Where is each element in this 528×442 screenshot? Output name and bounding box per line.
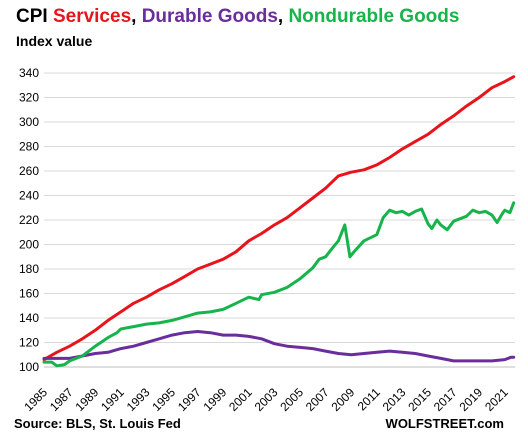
x-tick-2011: 2011 xyxy=(355,385,383,413)
x-tick-2019: 2019 xyxy=(457,385,486,414)
y-tick-100: 100 xyxy=(19,360,39,374)
y-tick-300: 300 xyxy=(19,115,39,129)
y-tick-280: 280 xyxy=(19,140,39,154)
brand-label: WOLFSTREET.com xyxy=(385,416,504,431)
chart-title: CPI Services, Durable Goods, Nondurable … xyxy=(16,6,459,28)
y-tick-320: 320 xyxy=(19,91,39,105)
x-tick-1985: 1985 xyxy=(21,385,50,414)
y-tick-200: 200 xyxy=(19,238,39,252)
x-tick-2009: 2009 xyxy=(329,385,358,414)
series-line-nondurable-goods xyxy=(42,201,516,368)
y-tick-labels: 100 120 140 160 180 200 220 240 260 280 300 320 340 xyxy=(19,66,39,374)
x-tick-2007: 2007 xyxy=(303,385,332,414)
x-tick-2005: 2005 xyxy=(277,385,306,414)
x-tick-1991: 1991 xyxy=(98,385,127,414)
series-line-services xyxy=(42,75,516,362)
title-nondurable: Nondurable Goods xyxy=(288,6,460,27)
x-tick-1987: 1987 xyxy=(47,385,76,414)
y-axis-subtitle: Index value xyxy=(16,33,93,49)
x-tick-2021: 2021 xyxy=(482,385,511,414)
x-tick-2003: 2003 xyxy=(252,385,281,414)
x-tick-1993: 1993 xyxy=(124,385,153,414)
y-tick-340: 340 xyxy=(19,66,39,80)
y-tick-260: 260 xyxy=(19,164,39,178)
title-sep-2: , xyxy=(277,6,289,27)
x-tick-1999: 1999 xyxy=(201,385,230,414)
y-tick-180: 180 xyxy=(19,262,39,276)
title-prefix: CPI xyxy=(16,6,53,27)
x-tick-2015: 2015 xyxy=(405,385,434,414)
x-tick-1989: 1989 xyxy=(73,385,102,414)
series-line-durable-goods xyxy=(42,330,516,363)
title-services: Services xyxy=(52,6,132,27)
y-tick-140: 140 xyxy=(19,311,39,325)
title-durable: Durable Goods xyxy=(141,6,278,27)
gridlines xyxy=(44,72,515,368)
x-tick-1995: 1995 xyxy=(149,385,178,414)
y-tick-120: 120 xyxy=(19,336,39,350)
source-note: Source: BLS, St. Louis Fed xyxy=(14,416,181,431)
x-tick-labels: 1985198719891991199319951997199920012003… xyxy=(21,385,511,414)
y-tick-220: 220 xyxy=(19,213,39,227)
x-tick-2017: 2017 xyxy=(431,385,460,414)
series-lines xyxy=(42,75,516,368)
x-tick-1997: 1997 xyxy=(175,385,204,414)
y-tick-240: 240 xyxy=(19,189,39,203)
x-tick-2013: 2013 xyxy=(380,385,409,414)
title-sep-1: , xyxy=(131,6,142,27)
x-tick-2001: 2001 xyxy=(226,385,255,414)
y-tick-160: 160 xyxy=(19,287,39,301)
